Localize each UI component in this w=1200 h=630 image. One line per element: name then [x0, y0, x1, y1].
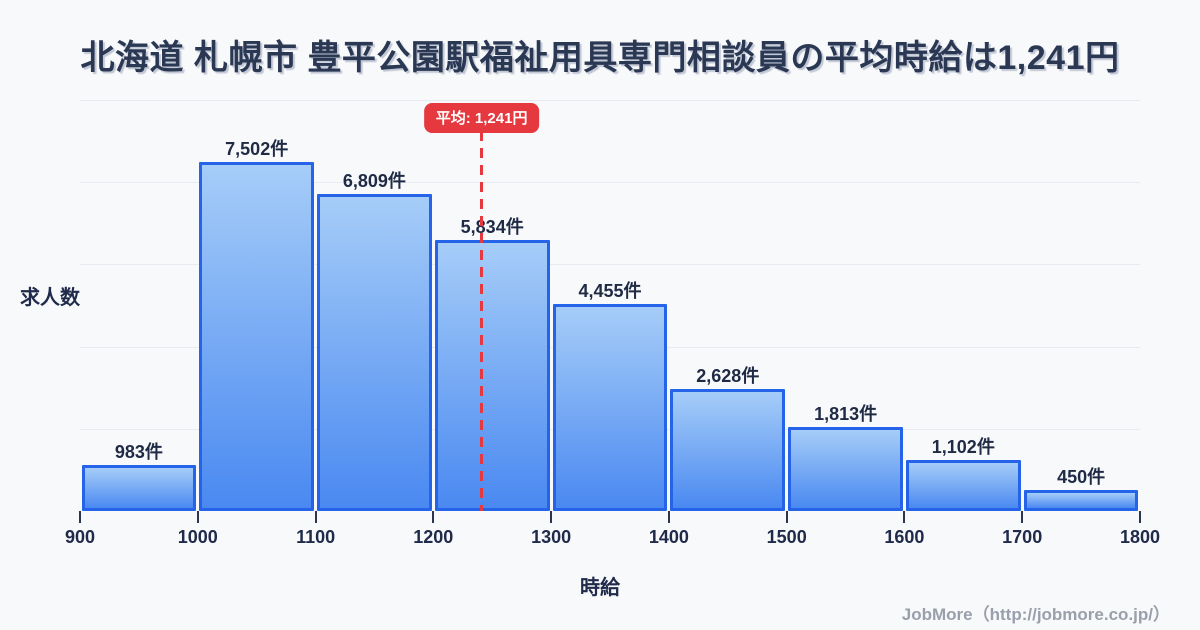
- bar-value-label: 450件: [1057, 467, 1106, 488]
- axis-tick: [196, 511, 199, 523]
- bar-value-label: 5,834件: [460, 216, 524, 237]
- histogram-bar: [81, 465, 197, 511]
- axis-tick: [667, 511, 670, 523]
- axis-tick-label: 1800: [1119, 527, 1161, 547]
- axis-tick: [432, 511, 435, 523]
- bar-value-label: 7,502件: [225, 139, 289, 159]
- bar-value-label: 6,809件: [342, 171, 406, 192]
- average-line: [480, 131, 484, 511]
- axis-tick: [785, 511, 788, 523]
- axis-tick: [1021, 511, 1024, 523]
- axis-tick: [314, 511, 317, 523]
- histogram-bar: [905, 459, 1021, 511]
- axis-tick-label: 1600: [884, 527, 925, 547]
- bar-value-label: 4,455件: [578, 280, 642, 301]
- chart-title: 北海道 札幌市 豊平公園駅福祉用具専門相談員の平均時給は1,241円: [80, 39, 1120, 77]
- axis-tick: [550, 511, 553, 523]
- histogram-bar: [199, 162, 315, 511]
- bar-value-label: 1,102件: [931, 436, 995, 457]
- x-axis-label: 時給: [580, 577, 620, 599]
- bar-value-label: 983件: [114, 442, 163, 463]
- histogram-bar: [434, 239, 550, 511]
- plot-area: 983件 7,502件 6,809件 5,834件 4,455件 2,628件 1,813件…: [65, 100, 1160, 547]
- bar-value-label: 2,628件: [696, 365, 760, 386]
- average-badge: 平均: 1,241円: [423, 103, 540, 133]
- footer-credit: JobMore（http://jobmore.co.jp/）: [901, 605, 1170, 624]
- axis-tick-label: 1300: [531, 527, 572, 547]
- axis-tick: [79, 511, 81, 523]
- axis-tick-label: 1700: [1002, 527, 1043, 547]
- axis-tick: [1139, 511, 1141, 523]
- histogram-bar: [317, 194, 432, 511]
- histogram-bar: [788, 426, 903, 511]
- y-axis-label: 求人数: [20, 287, 80, 309]
- gridline: [80, 182, 1140, 184]
- axis-tick-label: 900: [64, 527, 96, 547]
- axis-tick: [903, 511, 906, 523]
- gridline: [80, 100, 1140, 101]
- bar-value-label: 1,813件: [814, 403, 878, 424]
- gridline: [80, 264, 1140, 266]
- histogram-bar: [1023, 490, 1139, 511]
- histogram-bar: [552, 303, 668, 511]
- axis-tick-label: 1100: [296, 527, 336, 547]
- axis-tick-label: 1200: [413, 527, 454, 547]
- histogram-bar: [670, 388, 786, 511]
- axis-tick-label: 1500: [766, 527, 807, 547]
- axis-tick-label: 1000: [177, 527, 218, 547]
- axis-tick-label: 1400: [648, 527, 689, 547]
